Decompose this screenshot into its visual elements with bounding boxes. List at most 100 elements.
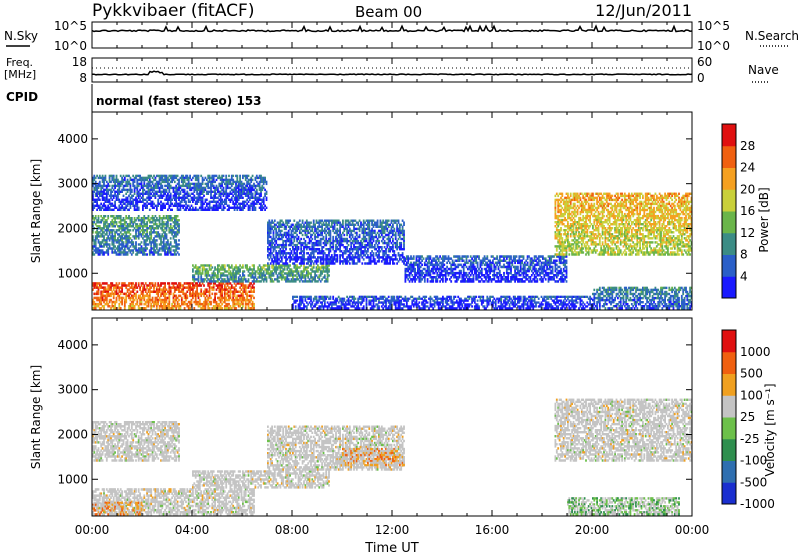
heatmap-cell (281, 260, 283, 262)
nsky-panel: N.Sky 10^5 10^0 10^5 10^0 N.Search (4, 19, 799, 53)
heatmap-cell (141, 241, 143, 243)
heatmap-cell (130, 207, 132, 209)
heatmap-cell (120, 217, 122, 219)
heatmap-cell (323, 238, 325, 240)
nave-tick-bottom: 0 (697, 71, 705, 85)
heatmap-cell (339, 262, 341, 264)
heatmap-cell (178, 229, 180, 231)
nsearch-label: N.Search (745, 29, 799, 43)
heatmap-cell (323, 262, 325, 264)
heatmap-cell (249, 209, 251, 211)
heatmap-cell (177, 175, 179, 177)
heatmap-cell (98, 293, 100, 296)
heatmap-cell (211, 293, 213, 296)
heatmap-cell (178, 253, 180, 255)
nave-label: Nave (748, 63, 779, 77)
heatmap-cell (367, 254, 369, 256)
heatmap-cell (356, 262, 358, 264)
heatmap-cell (320, 244, 322, 246)
heatmap-cell (260, 195, 262, 197)
heatmap-cell (255, 209, 257, 211)
heatmap-cell (180, 193, 182, 195)
heatmap-cell (346, 234, 348, 236)
heatmap-cell (273, 262, 275, 264)
heatmap-cell (95, 241, 97, 243)
heatmap-cell (349, 262, 351, 264)
heatmap-cell (378, 260, 380, 262)
heatmap-cell (293, 220, 295, 222)
heatmap-cell (392, 248, 394, 250)
cpid-value: normal (fast stereo) 153 (96, 94, 262, 108)
heatmap-cell (348, 244, 350, 246)
heatmap-cell (346, 262, 348, 264)
heatmap-cell (167, 241, 169, 243)
heatmap-cell (339, 222, 341, 224)
heatmap-cell (274, 220, 276, 222)
heatmap-cell (313, 262, 315, 264)
heatmap-cell (243, 270, 245, 272)
heatmap-cell (106, 241, 108, 243)
heatmap-cell (266, 207, 268, 209)
heatmap-cell (210, 297, 212, 300)
heatmap-cell (296, 254, 298, 256)
heatmap-cell (211, 266, 213, 268)
heatmap-cell (252, 179, 254, 181)
heatmap-cell (120, 307, 122, 310)
heatmap-cell (286, 262, 288, 264)
heatmap-cell (107, 217, 109, 219)
heatmap-cell (178, 247, 180, 249)
heatmap-cell (384, 232, 386, 234)
heatmap-cell (371, 244, 373, 246)
heatmap-cell (368, 226, 370, 228)
heatmap-cell (353, 260, 355, 262)
heatmap-cell (273, 250, 275, 252)
heatmap-cell (289, 248, 291, 250)
heatmap-cell (298, 248, 300, 250)
heatmap-cell (266, 193, 268, 195)
heatmap-cell (202, 183, 204, 185)
heatmap-cell (134, 217, 136, 219)
heatmap-cell (273, 274, 275, 276)
heatmap-cell (134, 181, 136, 183)
heatmap-cell (136, 291, 138, 294)
nave-tick-top: 60 (697, 55, 712, 69)
heatmap-cell (239, 270, 241, 272)
freq-units-label: [MHz] (4, 68, 36, 81)
heatmap-cell (285, 248, 287, 250)
heatmap-cell (352, 250, 354, 252)
heatmap-cell (378, 254, 380, 256)
heatmap-cell (374, 232, 376, 234)
heatmap-cell (293, 262, 295, 264)
heatmap-cell (363, 226, 365, 228)
heatmap-cell (366, 238, 368, 240)
heatmap-cell (253, 297, 255, 300)
nsky-left-tick-bottom: 10^0 (54, 39, 87, 53)
heatmap-cell (298, 238, 300, 240)
heatmap-cell (311, 238, 313, 240)
heatmap-cell (342, 222, 344, 224)
heatmap-cell (343, 234, 345, 236)
heatmap-cell (313, 266, 315, 268)
heatmap-cell (278, 280, 280, 282)
heatmap-cell (135, 219, 137, 221)
heatmap-cell (339, 232, 341, 234)
heatmap-cell (342, 262, 344, 264)
heatmap-cell (386, 260, 388, 262)
heatmap-cell (303, 262, 305, 264)
heatmap-cell (356, 232, 358, 234)
heatmap-cell (388, 220, 390, 222)
heatmap-cell (370, 262, 372, 264)
heatmap-cell (116, 301, 118, 304)
heatmap-cell (221, 307, 223, 310)
heatmap-cell (171, 209, 173, 211)
heatmap-cell (248, 175, 250, 177)
heatmap-cell (228, 175, 230, 177)
heatmap-cell (310, 262, 312, 264)
heatmap-cell (127, 253, 129, 255)
beam-title: Beam 00 (355, 3, 422, 21)
heatmap-cell (314, 226, 316, 228)
heatmap-cell (163, 241, 165, 243)
heatmap-cell (363, 258, 365, 260)
heatmap-cell (328, 270, 330, 272)
heatmap-cell (232, 175, 234, 177)
